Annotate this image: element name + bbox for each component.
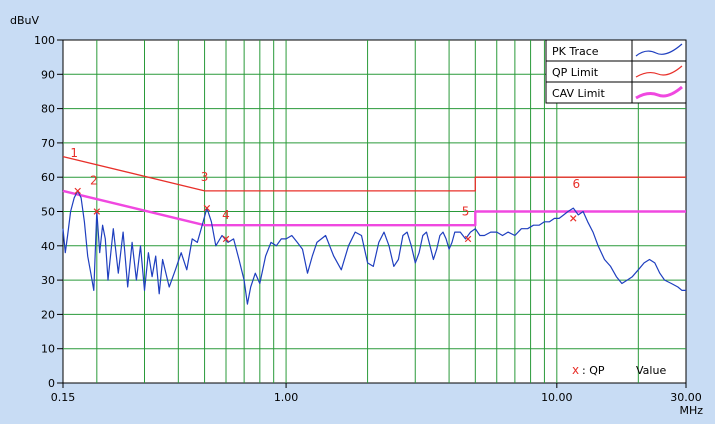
qp-annotation-text: : QP [582, 364, 605, 377]
y-tick-label: 70 [41, 137, 55, 150]
x-tick-label: 10.00 [541, 391, 573, 404]
legend-label-qp-limit: QP Limit [552, 66, 599, 79]
marker-label-3: 3 [201, 170, 209, 184]
x-axis-label: MHz [679, 404, 703, 417]
marker-label-6: 6 [572, 177, 580, 191]
qp-marker-symbol: x [572, 363, 579, 377]
legend-swatch-cav-limit [635, 85, 683, 100]
y-tick-label: 100 [34, 34, 55, 47]
y-tick-label: 30 [41, 274, 55, 287]
y-axis-label: dBuV [10, 14, 40, 27]
y-tick-label: 50 [41, 206, 55, 219]
series-pk-trace [62, 190, 686, 305]
legend-label-pk-trace: PK Trace [552, 45, 599, 58]
y-tick-label: 40 [41, 240, 55, 253]
legend-swatch-pk-trace [635, 43, 683, 57]
qp-marker-1 [74, 187, 81, 195]
x-tick-label: 30.00 [670, 391, 702, 404]
y-tick-label: 20 [41, 308, 55, 321]
qp-marker-2 [93, 208, 101, 215]
qp-marker-3 [203, 204, 211, 212]
x-tick-label: 0.15 [51, 391, 76, 404]
qp-annotation-value: Value [636, 364, 666, 377]
marker-label-4: 4 [222, 208, 230, 222]
marker-label-1: 1 [70, 146, 78, 160]
marker-label-5: 5 [462, 205, 470, 219]
qp-marker-5 [464, 235, 472, 243]
y-tick-label: 0 [48, 377, 55, 390]
series-cav-limit [62, 189, 686, 227]
series-qp-limit [62, 155, 686, 192]
legend: PK Trace QP Limit CAV Limit [545, 39, 687, 104]
qp-marker-6 [570, 215, 577, 222]
legend-swatch-qp-limit [635, 65, 683, 78]
marker-layer: 12 3 4 5 6 [70, 146, 580, 243]
qp-marker-4 [222, 235, 230, 243]
x-tick-label: 1.00 [274, 391, 299, 404]
axis-layer: 0 10 20 30 40 50 60 70 80 90 100 0.15 1.00 10.00 30.00 [34, 34, 702, 404]
y-tick-label: 90 [41, 68, 55, 81]
legend-box [545, 39, 687, 104]
y-tick-label: 60 [41, 171, 55, 184]
y-tick-label: 10 [41, 343, 55, 356]
series-layer [62, 155, 686, 305]
legend-label-cav-limit: CAV Limit [552, 87, 605, 100]
marker-label-2: 2 [90, 174, 98, 188]
y-tick-label: 80 [41, 103, 55, 116]
qp-annotation: x : QP Value [572, 363, 666, 377]
